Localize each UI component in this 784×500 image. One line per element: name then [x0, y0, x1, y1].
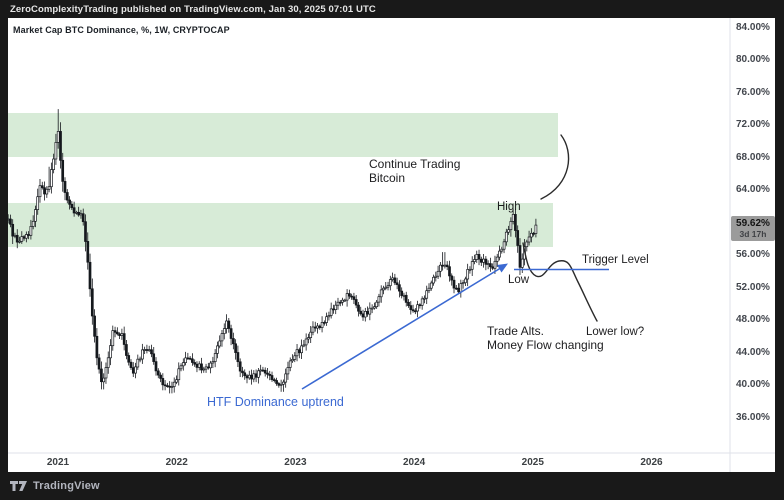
price-tick-label: 80.00% [736, 54, 770, 65]
share-header-text: ZeroComplexityTrading published on Tradi… [10, 3, 376, 15]
annotation-trade-alts[interactable]: Trade Alts. Money Flow changing [487, 324, 604, 352]
footer-bar: TradingView [0, 472, 784, 500]
tradingview-logo-text[interactable]: TradingView [33, 480, 100, 492]
price-tick-label: 64.00% [736, 184, 770, 195]
last-price-label[interactable]: 59.62% 3d 17h [731, 216, 775, 241]
curve-to-high-annotation[interactable] [540, 134, 570, 200]
annotation-low[interactable]: Low [508, 274, 530, 286]
price-tick-label: 40.00% [736, 379, 770, 390]
annotation-continue-trading[interactable]: Continue Trading Bitcoin [369, 157, 461, 185]
annotation-htf-uptrend[interactable]: HTF Dominance uptrend [207, 395, 344, 409]
bar-countdown: 3d 17h [739, 229, 767, 239]
price-tick-label: 68.00% [736, 151, 770, 163]
chart-legend-title: Market Cap BTC Dominance, %, 1W, CRYPTOC… [13, 25, 230, 35]
upper-green-zone[interactable] [8, 113, 558, 157]
price-tick-label: 84.00% [736, 21, 770, 33]
share-header: ZeroComplexityTrading published on Tradi… [0, 0, 784, 18]
price-tick-label: 72.00% [736, 119, 770, 130]
annotation-lower-low[interactable]: Lower low? [586, 326, 645, 338]
year-tick-label: 2023 [284, 457, 307, 468]
lower-green-zone[interactable] [8, 203, 553, 247]
htf-trendline-arrow[interactable] [301, 263, 508, 390]
price-tick-label: 52.00% [736, 281, 770, 293]
year-tick-label: 2025 [521, 457, 544, 468]
tradingview-logo-icon[interactable] [10, 480, 27, 493]
annotation-high[interactable]: High [497, 201, 521, 213]
price-tick-label: 44.00% [736, 346, 770, 358]
year-tick-label: 2021 [46, 457, 70, 468]
year-tick-label: 2026 [640, 457, 663, 468]
price-tick-label: 76.00% [736, 86, 770, 98]
price-tick-label: 36.00% [736, 411, 770, 423]
last-price-value: 59.62% [736, 217, 770, 229]
year-tick-label: 2024 [402, 457, 426, 468]
annotation-trigger-level[interactable]: Trigger Level [582, 254, 649, 266]
price-tick-label: 56.00% [736, 249, 770, 260]
price-tick-label: 48.00% [736, 314, 770, 325]
year-tick-label: 2022 [165, 457, 188, 468]
candlestick-series [8, 109, 538, 394]
